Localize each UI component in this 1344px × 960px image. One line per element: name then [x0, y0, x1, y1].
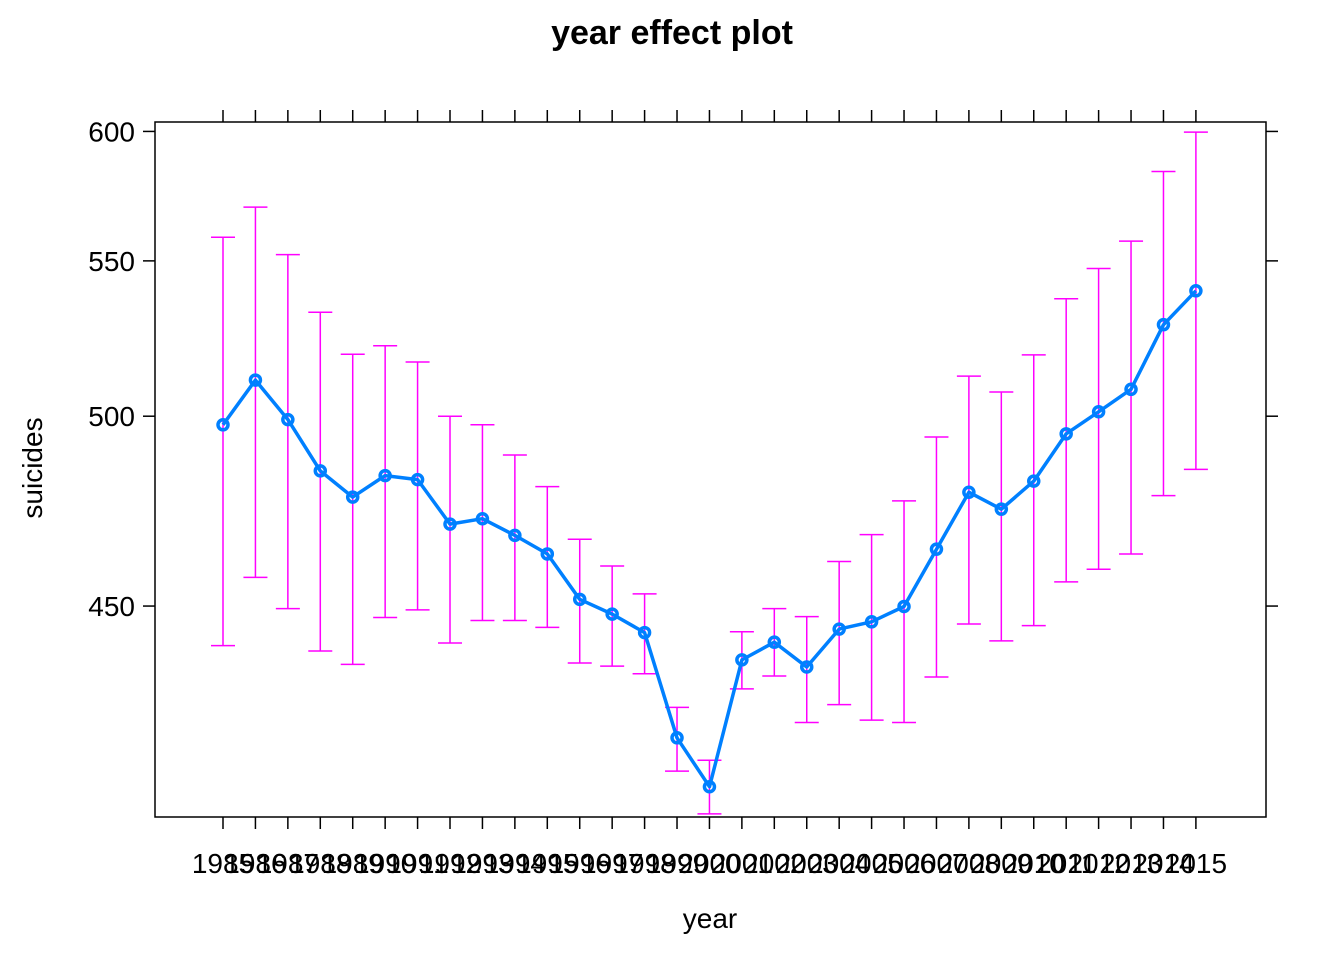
x-tick-label: 2001 [711, 848, 773, 879]
x-tick-label: 1997 [581, 848, 643, 879]
ci-bar [211, 236, 235, 647]
x-tick-label: 1992 [419, 848, 481, 879]
confidence-intervals [211, 131, 1208, 815]
data-point [443, 517, 457, 531]
data-point [1091, 405, 1106, 419]
ci-bar [989, 391, 1014, 642]
data-point [216, 418, 230, 432]
x-tick-label: 1987 [257, 848, 319, 879]
data-point [540, 547, 555, 561]
series-line [221, 289, 1198, 789]
x-tick-label: 2015 [1165, 848, 1227, 879]
ci-bar [1151, 170, 1176, 497]
x-tick-label: 2013 [1100, 848, 1162, 879]
data-point [897, 599, 911, 614]
data-point [313, 464, 328, 478]
data-point [929, 542, 944, 556]
data-point [637, 625, 652, 640]
ci-bar [1021, 354, 1046, 627]
x-tick-label: 2011 [1036, 848, 1096, 879]
x-axis: 1985198619871988198919901991199219931994… [192, 110, 1227, 879]
data-point [767, 635, 782, 649]
x-tick-label: 2006 [873, 848, 935, 879]
x-tick-label: 2002 [743, 848, 805, 879]
y-tick-label: 450 [88, 591, 135, 622]
data-point [1124, 382, 1138, 397]
y-tick-label: 500 [88, 401, 135, 432]
x-tick-label: 2010 [1003, 848, 1065, 879]
data-point [248, 373, 263, 387]
ci-bar [1183, 131, 1208, 471]
x-tick-label: 2009 [970, 848, 1032, 879]
data-point [508, 528, 522, 543]
x-tick-label: 1996 [549, 848, 611, 879]
data-point [994, 502, 1009, 516]
data-point [410, 472, 425, 487]
data-point [281, 412, 295, 427]
data-point [345, 490, 360, 504]
x-tick-label: 2014 [1132, 848, 1194, 879]
x-axis-label: year [683, 903, 737, 934]
x-tick-label: 1988 [289, 848, 351, 879]
x-tick-label: 1994 [484, 848, 546, 879]
ci-bar [794, 615, 819, 724]
data-point [378, 468, 392, 483]
y-tick-label: 600 [88, 116, 135, 147]
ci-bar [308, 311, 333, 652]
data-point [1027, 474, 1041, 488]
x-tick-label: 1986 [224, 848, 286, 879]
ci-bar [1086, 267, 1111, 570]
x-tick-label: 2000 [678, 848, 740, 879]
data-point [735, 653, 749, 667]
data-point [832, 622, 846, 636]
x-tick-label: 2003 [776, 848, 838, 879]
x-tick-label: 2004 [808, 848, 870, 879]
data-point [572, 592, 587, 607]
y-tick-label: 550 [88, 246, 135, 277]
data-point [1156, 317, 1171, 332]
x-tick-label: 1993 [451, 848, 513, 879]
x-tick-label: 1989 [322, 848, 384, 879]
y-axis: 450 500 550 600 [88, 116, 1278, 622]
data-point [864, 615, 879, 629]
ci-bar [924, 436, 949, 678]
data-point [1189, 284, 1203, 298]
y-axis-label: suicides [17, 417, 48, 518]
chart-title: year effect plot [551, 14, 793, 52]
data-points [216, 284, 1203, 794]
x-tick-label: 2007 [905, 848, 967, 879]
data-point [475, 511, 490, 526]
data-point [962, 485, 976, 499]
data-point [702, 779, 717, 794]
x-tick-label: 1985 [192, 848, 254, 879]
x-tick-label: 1998 [613, 848, 675, 879]
ci-bar [535, 485, 560, 629]
x-tick-label: 2012 [1067, 848, 1129, 879]
x-tick-label: 1999 [646, 848, 708, 879]
ci-bar [1119, 240, 1144, 555]
plot-frame [154, 121, 1267, 818]
x-tick-label: 2008 [938, 848, 1000, 879]
data-point [670, 731, 684, 745]
ci-bar [243, 206, 268, 579]
data-point [605, 607, 619, 621]
data-point [799, 660, 814, 674]
ci-bar [956, 375, 981, 625]
x-tick-label: 1990 [354, 848, 416, 879]
x-tick-label: 1991 [386, 848, 448, 879]
x-tick-label: 2005 [840, 848, 902, 879]
x-tick-label: 1995 [516, 848, 578, 879]
ci-bar [275, 253, 300, 610]
ci-bar [502, 454, 527, 622]
ci-bar [340, 353, 365, 666]
data-point [1059, 427, 1073, 441]
